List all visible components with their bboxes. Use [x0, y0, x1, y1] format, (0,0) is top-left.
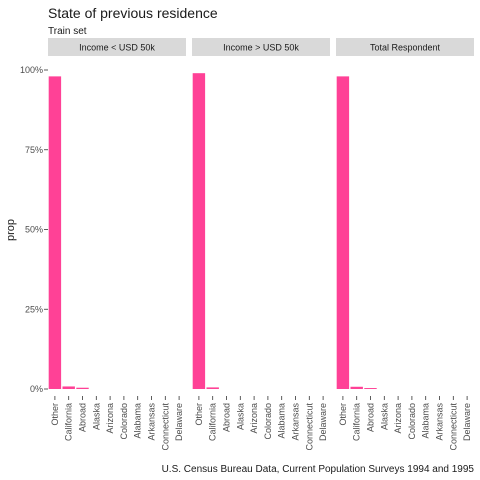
x-tick-label: Arkansas — [435, 403, 445, 441]
x-tick-label: Arizona — [249, 403, 259, 434]
facet-strip-label: Income < USD 50k — [79, 43, 155, 53]
chart-caption: U.S. Census Bureau Data, Current Populat… — [162, 464, 475, 475]
facet-strip-label: Total Respondent — [370, 43, 441, 53]
x-tick-label: California — [352, 403, 362, 441]
y-tick-label: 25% — [25, 304, 43, 314]
y-tick-label: 100% — [20, 65, 43, 75]
y-axis: 0% 25% 50% 75% 100% — [20, 65, 48, 394]
x-tick-label: Delaware — [462, 403, 472, 441]
x-tick-label: Other — [338, 403, 348, 426]
bar — [350, 386, 363, 389]
facet-strip-label: Income > USD 50k — [223, 43, 299, 53]
x-tick-label: Alabama — [421, 403, 431, 439]
y-tick-label: 50% — [25, 225, 43, 235]
x-tick-label: Other — [194, 403, 204, 426]
y-tick-label: 0% — [30, 384, 43, 394]
x-tick-label: Arizona — [105, 403, 115, 434]
chart-subtitle: Train set — [48, 26, 87, 37]
x-tick-label: Colorado — [119, 403, 129, 440]
y-tick-label: 75% — [25, 145, 43, 155]
x-tick-label: Colorado — [407, 403, 417, 440]
x-tick-label: Alabama — [277, 403, 287, 439]
x-tick-label: Abroad — [78, 403, 88, 432]
x-tick-label: Colorado — [263, 403, 273, 440]
bar — [336, 76, 350, 389]
x-tick-label: Connecticut — [304, 403, 314, 451]
x-tick-label: Alaska — [379, 403, 389, 430]
facet-strip — [192, 38, 330, 56]
x-tick-label: Abroad — [222, 403, 232, 432]
facet-strip — [48, 38, 186, 56]
x-tick-label: Alaska — [91, 403, 101, 430]
bar — [62, 386, 75, 389]
x-tick-label: Arkansas — [291, 403, 301, 441]
x-tick-label: California — [64, 403, 74, 441]
x-tick-label: Delaware — [174, 403, 184, 441]
chart-title: State of previous residence — [48, 5, 218, 21]
bar — [76, 387, 89, 389]
x-tick-label: Connecticut — [160, 403, 170, 451]
x-tick-label: Delaware — [318, 403, 328, 441]
facet-strip — [336, 38, 474, 56]
x-tick-label: Arizona — [393, 403, 403, 434]
x-tick-label: Alabama — [133, 403, 143, 439]
x-tick-label: Connecticut — [448, 403, 458, 451]
bar — [192, 73, 206, 389]
x-tick-label: California — [208, 403, 218, 441]
x-tick-label: Alaska — [235, 403, 245, 430]
bar — [364, 388, 377, 389]
bar — [206, 387, 219, 389]
x-tick-label: Other — [50, 403, 60, 426]
y-axis-title: prop — [5, 219, 17, 241]
bar — [48, 76, 62, 389]
x-tick-label: Arkansas — [147, 403, 157, 441]
x-tick-label: Abroad — [366, 403, 376, 432]
